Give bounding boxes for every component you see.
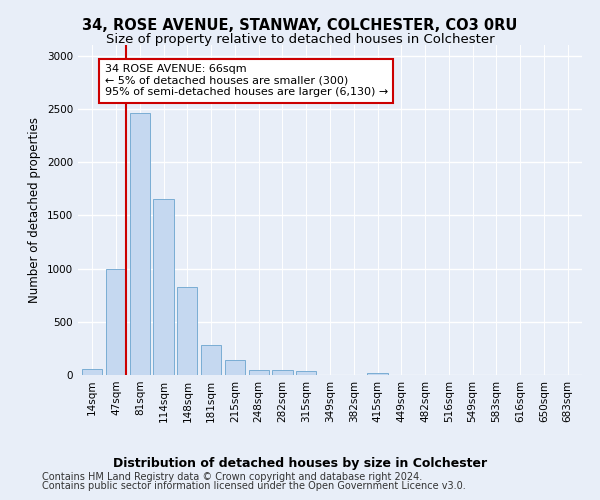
Bar — [201, 344, 221, 375]
Bar — [248, 370, 269, 375]
Y-axis label: Number of detached properties: Number of detached properties — [28, 117, 41, 303]
Bar — [177, 286, 197, 375]
Bar — [82, 369, 103, 375]
Text: Contains HM Land Registry data © Crown copyright and database right 2024.: Contains HM Land Registry data © Crown c… — [42, 472, 422, 482]
Bar — [106, 268, 126, 375]
Text: Contains public sector information licensed under the Open Government Licence v3: Contains public sector information licen… — [42, 481, 466, 491]
Text: 34, ROSE AVENUE, STANWAY, COLCHESTER, CO3 0RU: 34, ROSE AVENUE, STANWAY, COLCHESTER, CO… — [82, 18, 518, 32]
Bar — [154, 200, 173, 375]
Bar — [296, 372, 316, 375]
Text: 34 ROSE AVENUE: 66sqm
← 5% of detached houses are smaller (300)
95% of semi-deta: 34 ROSE AVENUE: 66sqm ← 5% of detached h… — [104, 64, 388, 98]
Text: Distribution of detached houses by size in Colchester: Distribution of detached houses by size … — [113, 458, 487, 470]
Bar — [225, 360, 245, 375]
Text: Size of property relative to detached houses in Colchester: Size of property relative to detached ho… — [106, 32, 494, 46]
Bar — [367, 373, 388, 375]
Bar — [130, 113, 150, 375]
Bar — [272, 370, 293, 375]
